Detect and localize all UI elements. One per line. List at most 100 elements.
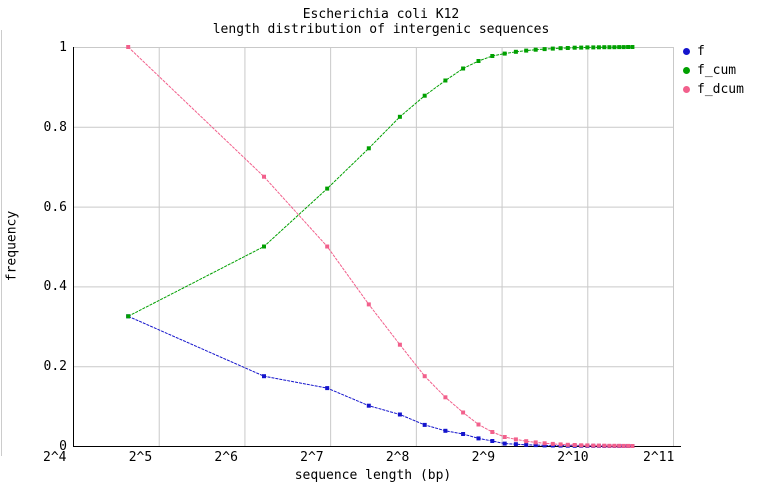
data-point-f_dcum [524,439,529,444]
data-point-f_dcum [626,443,631,448]
x-tick-label: 2^8 [385,450,410,465]
data-point-f_dcum [617,443,622,448]
data-point-f_dcum [262,174,266,179]
data-point-f_cum [550,46,555,51]
data-point-f_dcum [558,442,563,447]
y-tick-label: 0.4 [43,279,67,295]
data-point-f_dcum [513,437,518,442]
data-point-f_dcum [602,443,607,448]
x-tick-label: 2^11 [643,450,675,465]
data-point-f [422,422,427,427]
data-point-f [366,403,371,408]
legend-marker-icon [683,85,690,93]
data-point-f_dcum [621,443,626,448]
x-tick-label: 2^9 [471,450,496,465]
data-point-f_dcum [476,422,481,427]
data-point-f [533,443,538,448]
y-tick-label: 0 [59,439,67,454]
data-point-f_dcum [572,443,577,447]
data-point-f [490,439,495,443]
data-point-f [461,432,466,436]
data-point-f_dcum [612,443,617,448]
x-tick-label: 2^7 [300,450,324,465]
data-point-f [325,386,330,391]
data-point-f_dcum [533,440,538,445]
legend-label: f [697,43,705,59]
data-point-f [443,428,448,433]
data-point-f_dcum [579,443,584,448]
legend-label: f_dcum [697,81,744,97]
y-tick-label: 0.8 [43,119,67,135]
data-point-f_cum [596,45,601,50]
data-point-f_dcum [596,443,601,448]
data-point-f_dcum [325,244,330,249]
x-axis-label: sequence length (bp) [294,468,452,483]
data-point-f_cum [612,45,617,50]
data-point-f_cum [621,45,626,50]
data-point-f_cum [126,314,131,319]
data-point-f_dcum [366,302,371,307]
chart-title-line2: length distribution of intergenic sequen… [212,22,550,37]
data-point-f_dcum [490,430,495,434]
x-tick-label: 2^4 [43,450,67,465]
x-tick-label: 2^6 [214,450,238,465]
legend-item-f_dcum: f_dcum [678,80,744,98]
data-point-f_cum [397,114,402,119]
data-point-f_dcum [585,443,590,448]
data-point-f_dcum [607,443,612,448]
data-point-f_cum [585,45,590,50]
series-line-f [127,315,633,447]
data-point-f_cum [617,45,622,50]
legend-item-f_cum: f_cum [678,61,744,79]
data-point-f_cum [422,93,427,98]
legend-marker-icon [683,47,690,55]
data-point-f_cum [502,51,507,56]
legend-item-f: f [678,42,744,60]
legend: f f_cum f_dcum [678,42,744,99]
data-point-f_cum [602,45,607,50]
data-point-f_cum [572,45,577,50]
data-point-f_dcum [397,342,402,347]
data-point-f [502,441,507,446]
data-point-f_cum [579,45,584,50]
data-point-f_cum [476,59,481,63]
data-point-f_cum [630,45,635,49]
data-point-f_dcum [542,441,547,446]
data-point-f [397,412,402,417]
data-point-f_dcum [443,395,448,400]
data-point-f [542,443,547,448]
y-tick-label: 0.6 [43,199,67,215]
data-point-f_dcum [565,442,570,447]
data-point-f_cum [591,45,596,50]
data-point-f_cum [513,49,518,54]
x-tick-label: 2^10 [557,450,589,465]
y-tick-label: 1 [59,40,67,55]
data-point-f_cum [533,47,538,52]
data-point-f_dcum [126,45,131,49]
data-point-f_dcum [591,443,596,448]
data-point-f_cum [607,45,612,50]
data-point-f_dcum [422,374,427,379]
data-point-f_cum [558,46,563,51]
data-point-f_cum [366,146,371,151]
y-tick-label: 0.2 [43,359,67,375]
data-point-f_dcum [502,435,507,439]
data-point-f_cum [626,45,631,49]
data-point-f [476,436,481,441]
data-point-f [513,442,518,447]
data-point-f_cum [542,47,547,52]
x-tick-label: 2^5 [128,450,153,465]
data-point-f_cum [443,78,448,83]
series-line-f_cum [127,46,633,317]
legend-label: f_cum [697,62,737,78]
chart-title-line1: Escherichia coli K12 [302,7,460,22]
data-point-f_cum [325,186,330,191]
data-point-f_cum [524,48,529,53]
data-point-f_cum [490,54,495,58]
data-point-f [262,374,266,379]
legend-marker-icon [683,66,690,74]
page-left-edge-line [1,30,2,456]
data-point-f_dcum [550,441,555,446]
